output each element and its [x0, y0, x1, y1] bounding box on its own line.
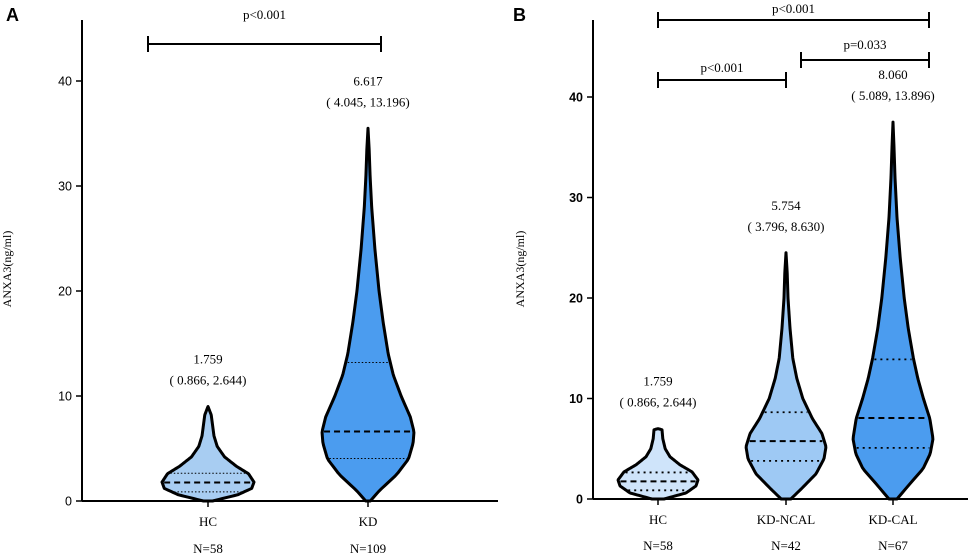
violins-a: 1.759 ( 0.866, 2.644) HC N=58 6.617 ( 4.045, … — [160, 73, 416, 556]
violin-a-hc — [160, 405, 256, 503]
panel-a: A 0 10 20 30 40 ANXA3(ng/ml) 1.759 ( 0.866, 2… — [0, 5, 498, 556]
p-value-b-hc-vs-kd-ncal: p<0.001 — [700, 60, 743, 75]
median-annotation-a-kd: 6.617 — [353, 73, 383, 88]
iqr-annotation-b-kd-ncal: ( 3.796, 8.630) — [748, 219, 825, 234]
n-label-b-kd-ncal: N=42 — [771, 538, 801, 553]
y-tick-label-a-10: 10 — [58, 390, 72, 404]
panel-letter-b: B — [513, 5, 526, 25]
panel-b: B 0 10 20 30 40 ANXA3(ng/ml) 1.759 ( 0.866, 2… — [513, 1, 968, 553]
p-value-a-hc-vs-kd: p<0.001 — [243, 7, 286, 22]
x-tick-label-b-hc: HC — [649, 512, 667, 527]
y-tick-label-a-20: 20 — [58, 285, 72, 299]
iqr-annotation-b-hc: ( 0.866, 2.644) — [620, 395, 697, 410]
violin-b-hc — [616, 427, 700, 501]
n-label-a-hc: N=58 — [193, 541, 223, 556]
x-tick-label-a-kd: KD — [359, 514, 378, 529]
comparisons-b: p<0.001 p<0.001 p=0.033 — [657, 1, 930, 88]
iqr-annotation-b-kd-cal: ( 5.089, 13.896) — [851, 88, 934, 103]
y-tick-label-a-30: 30 — [58, 180, 72, 194]
x-tick-label-a-hc: HC — [199, 514, 217, 529]
y-tick-label-b-30: 30 — [569, 191, 583, 205]
y-tick-label-b-10: 10 — [569, 392, 583, 406]
n-label-b-hc: N=58 — [643, 538, 673, 553]
y-axis-title-b: ANXA3(ng/ml) — [513, 231, 527, 308]
y-axis-a-ticks: 0 10 20 30 40 — [58, 20, 498, 509]
y-tick-label-a-0: 0 — [65, 495, 72, 509]
median-annotation-b-hc: 1.759 — [643, 374, 672, 389]
y-tick-label-b-40: 40 — [569, 91, 583, 105]
y-axis-title-a: ANXA3(ng/ml) — [0, 231, 14, 308]
p-value-b-hc-vs-kd-cal: p<0.001 — [772, 1, 815, 16]
violin-a-kd — [320, 126, 416, 503]
violin-b-kd-ncal — [744, 251, 828, 501]
violins-b: 1.759 ( 0.866, 2.644) HC N=58 5.754 ( 3.796, … — [616, 67, 935, 553]
y-tick-label-a-40: 40 — [58, 75, 72, 89]
violin-b-kd-cal — [851, 120, 935, 501]
p-value-b-kd-ncal-vs-kd-cal: p=0.033 — [843, 37, 886, 52]
n-label-b-kd-cal: N=67 — [878, 538, 908, 553]
median-annotation-a-hc: 1.759 — [193, 352, 222, 367]
iqr-annotation-a-hc: ( 0.866, 2.644) — [170, 373, 247, 388]
median-annotation-b-kd-cal: 8.060 — [878, 67, 907, 82]
y-tick-label-b-20: 20 — [569, 292, 583, 306]
x-tick-label-b-kd-ncal: KD-NCAL — [757, 512, 816, 527]
panel-letter-a: A — [6, 5, 19, 25]
comparisons-a: p<0.001 — [147, 7, 382, 52]
x-tick-label-b-kd-cal: KD-CAL — [868, 512, 917, 527]
n-label-a-kd: N=109 — [350, 541, 386, 556]
iqr-annotation-a-kd: ( 4.045, 13.196) — [326, 94, 409, 109]
median-annotation-b-kd-ncal: 5.754 — [771, 198, 801, 213]
y-tick-label-b-0: 0 — [576, 493, 583, 507]
